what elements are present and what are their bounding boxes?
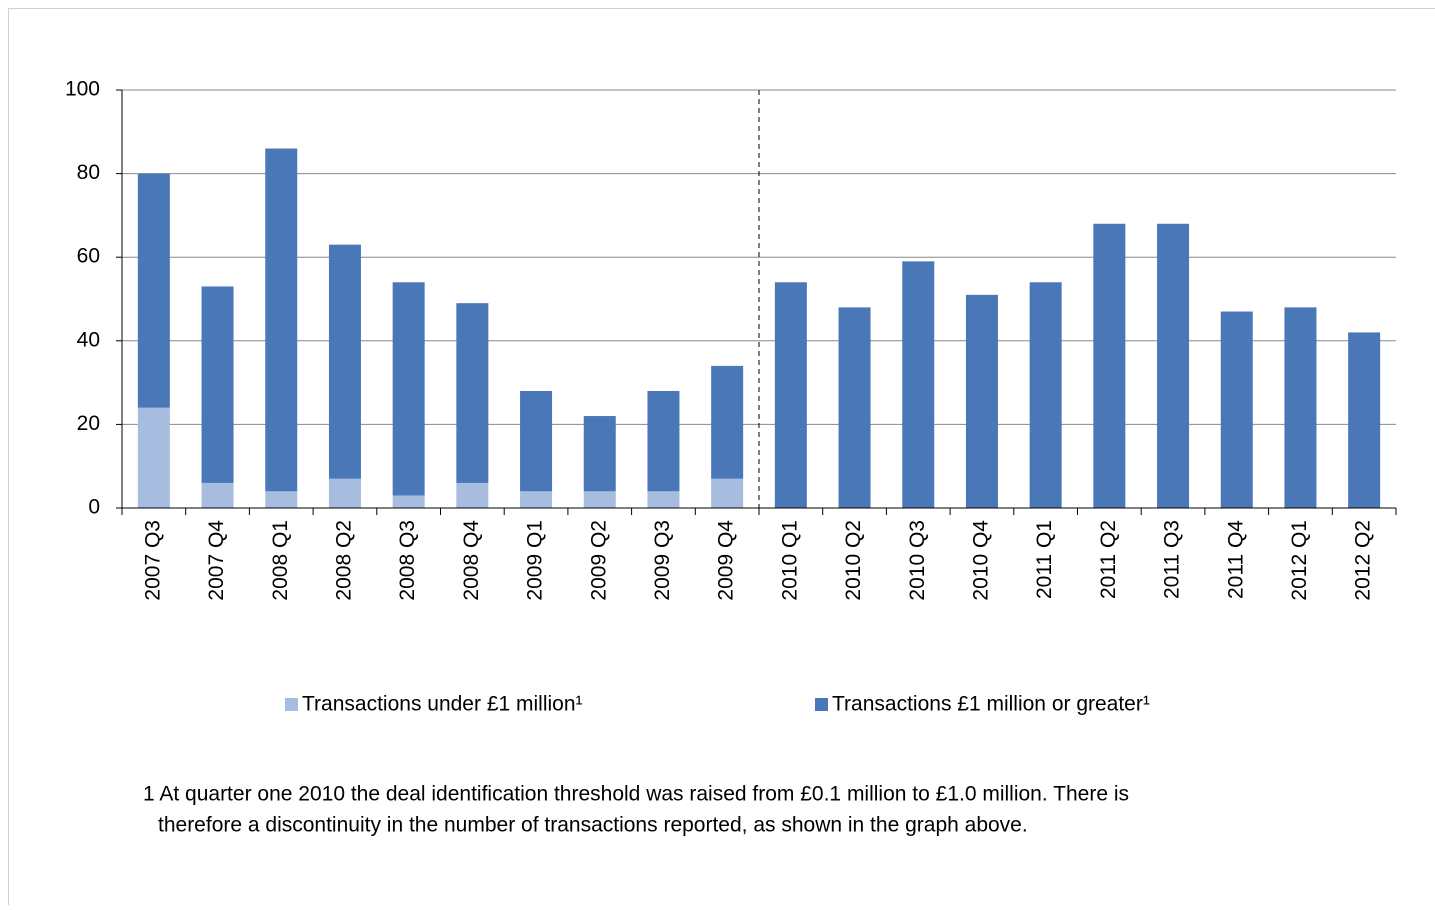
bar [329,245,361,479]
x-tick-label: 2008 Q4 [460,520,483,601]
bar [202,483,234,508]
bar [966,295,998,508]
x-tick-label: 2007 Q4 [205,520,228,601]
bar [456,483,488,508]
y-tick-label: 0 [88,496,100,519]
bar [1221,312,1253,508]
legend-label: Transactions £1 million or greater¹ [832,693,1150,716]
bar [202,286,234,482]
x-tick-label: 2009 Q2 [587,520,610,601]
y-tick-label: 100 [65,78,100,101]
bar [1284,307,1316,508]
bar [138,408,170,508]
bar [265,491,297,508]
bar [839,307,871,508]
x-tick-label: 2008 Q2 [332,520,355,601]
y-tick-label: 20 [77,412,100,435]
x-tick-label: 2008 Q3 [396,520,419,601]
x-tick-label: 2011 Q3 [1161,520,1184,599]
bar [711,366,743,479]
legend-label: Transactions under £1 million¹ [302,693,583,716]
x-tick-label: 2010 Q4 [969,520,992,601]
bar [393,282,425,495]
x-tick-label: 2012 Q2 [1352,520,1375,601]
bar [647,391,679,491]
x-tick-label: 2011 Q1 [1033,520,1056,599]
bar [584,491,616,508]
bar [1093,224,1125,508]
legend-swatch [815,698,828,711]
bar [329,479,361,508]
bar [775,282,807,508]
bar [520,491,552,508]
x-tick-label: 2012 Q1 [1288,520,1311,601]
bar [520,391,552,491]
y-tick-label: 80 [77,161,100,184]
y-tick-label: 60 [77,245,100,268]
x-tick-label: 2011 Q4 [1224,520,1247,599]
x-tick-label: 2009 Q1 [524,520,547,601]
bar [1157,224,1189,508]
bar [1348,332,1380,508]
footnote: therefore a discontinuity in the number … [158,814,1028,837]
bar [393,495,425,508]
x-tick-label: 2010 Q2 [842,520,865,601]
x-tick-label: 2010 Q3 [906,520,929,601]
y-tick-label: 40 [77,328,100,351]
bar [1030,282,1062,508]
bar [456,303,488,483]
x-tick-label: 2010 Q1 [778,520,801,601]
x-tick-label: 2008 Q1 [269,520,292,601]
x-tick-label: 2007 Q3 [141,520,164,601]
bar [265,149,297,492]
legend-swatch [285,698,298,711]
footnote: 1 At quarter one 2010 the deal identific… [143,783,1129,806]
bar [138,174,170,408]
bar [647,491,679,508]
bar [711,479,743,508]
x-tick-label: 2009 Q3 [651,520,674,601]
x-tick-label: 2009 Q4 [715,520,738,601]
bar [902,261,934,508]
bar [584,416,616,491]
x-tick-label: 2011 Q2 [1097,520,1120,599]
